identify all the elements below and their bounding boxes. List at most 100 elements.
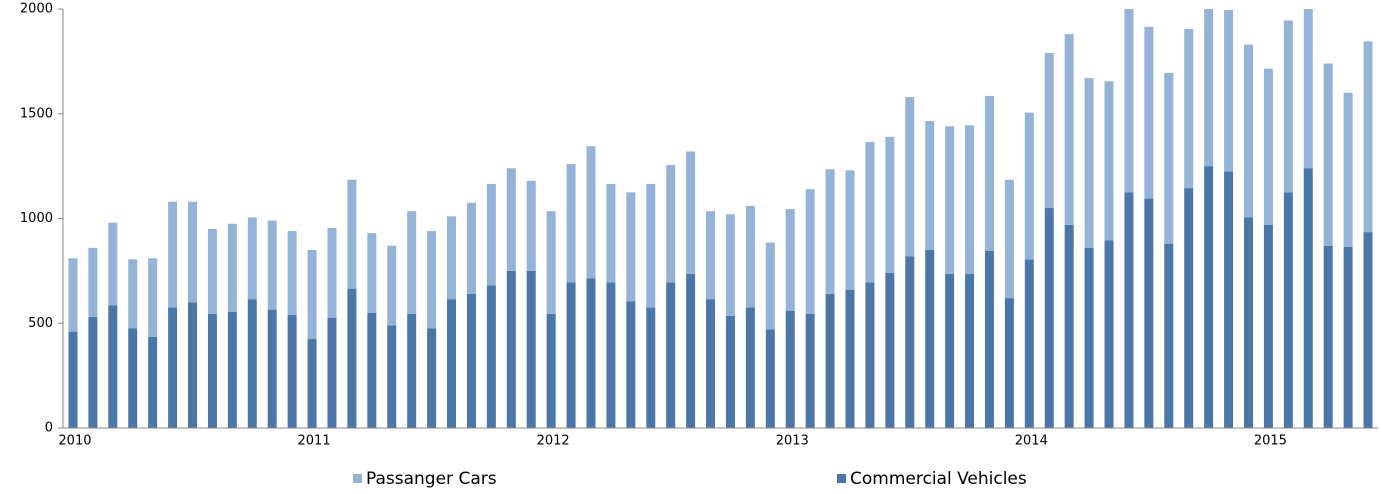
bar-segment — [825, 293, 835, 428]
legend-swatch — [353, 474, 362, 483]
y-tick-label: 0 — [45, 421, 53, 436]
bar-segment — [247, 217, 257, 300]
bar-segment — [1104, 240, 1114, 428]
bar-segment — [486, 285, 496, 428]
bar-segment — [925, 121, 935, 250]
bar-segment — [765, 329, 775, 428]
bar-segment — [725, 214, 735, 316]
bar-segment — [347, 288, 357, 428]
bar-segment — [307, 338, 317, 428]
bar-segment — [1084, 78, 1094, 248]
bar-segment — [546, 211, 556, 314]
x-tick-label: 2014 — [1015, 434, 1048, 449]
bar-segment — [1044, 208, 1054, 428]
bar-segment — [646, 307, 656, 428]
bar-segment — [546, 313, 556, 428]
bar-segment — [586, 146, 596, 279]
bar-segment — [925, 249, 935, 428]
bar-segment — [1323, 63, 1333, 246]
bar-segment — [1024, 259, 1034, 428]
bar-segment — [287, 314, 297, 428]
bar-segment — [88, 316, 98, 428]
bar-segment — [1084, 247, 1094, 428]
bar-segment — [805, 189, 815, 314]
bar-segment — [745, 307, 755, 428]
bar-segment — [108, 222, 118, 306]
bar-segment — [666, 282, 676, 428]
bar-segment — [148, 336, 158, 428]
bar-segment — [1224, 171, 1234, 429]
bar-segment — [785, 310, 795, 428]
bar-segment — [526, 180, 536, 271]
bar-segment — [108, 305, 118, 428]
bar-segment — [566, 282, 576, 428]
y-tick-label: 2000 — [20, 2, 53, 17]
bar-segment — [188, 302, 198, 428]
bar-segment — [1164, 72, 1174, 244]
x-tick-label: 2015 — [1254, 434, 1287, 449]
bar-segment — [765, 242, 775, 330]
bar-segment — [506, 270, 516, 428]
bar-segment — [1144, 198, 1154, 428]
bar-segment — [287, 231, 297, 315]
bar-segment — [327, 318, 337, 428]
bar-segment — [646, 183, 656, 308]
bar-segment — [965, 125, 975, 275]
bar-segment — [666, 165, 676, 283]
bar-segment — [885, 136, 895, 273]
bar-segment — [1064, 34, 1074, 225]
bar-segment — [168, 201, 178, 308]
bar-segment — [207, 228, 217, 314]
legend-label: Passanger Cars — [366, 469, 497, 489]
bar-segment — [88, 247, 98, 317]
bar-segment — [427, 328, 437, 428]
bar-segment — [267, 309, 277, 428]
bar-segment — [606, 282, 616, 428]
bar-segment — [128, 328, 138, 428]
bar-segment — [447, 216, 457, 300]
bar-segment — [785, 209, 795, 311]
bar-segment — [706, 211, 716, 300]
bar-segment — [566, 164, 576, 283]
bar-segment — [227, 223, 237, 312]
bar-segment — [1303, 168, 1313, 428]
x-tick-label: 2012 — [537, 434, 570, 449]
bar-segment — [805, 313, 815, 428]
bar-segment — [466, 293, 476, 428]
bar-segment — [1004, 298, 1014, 428]
bar-segment — [945, 126, 955, 275]
bar-segment — [367, 312, 377, 428]
bar-segment — [68, 331, 78, 428]
x-tick-label: 2011 — [298, 434, 331, 449]
bar-segment — [1164, 243, 1174, 428]
bar-segment — [1204, 166, 1214, 428]
bar-segment — [247, 299, 257, 428]
bar-segment — [1044, 52, 1054, 209]
bar-segment — [686, 274, 696, 428]
bar-segment — [1363, 41, 1373, 233]
x-tick-label: 2010 — [58, 434, 91, 449]
bar-segment — [207, 313, 217, 428]
bar-segment — [1323, 245, 1333, 428]
bar-segment — [68, 258, 78, 332]
bar-segment — [1184, 28, 1194, 189]
bar-segment — [486, 183, 496, 286]
bar-segment — [1124, 9, 1134, 193]
bar-segment — [1283, 192, 1293, 428]
bar-segment — [865, 142, 875, 283]
bar-segment — [825, 169, 835, 294]
bar-segment — [188, 201, 198, 303]
legend-swatch — [837, 474, 846, 483]
bar-segment — [686, 151, 696, 275]
legend-label: Commercial Vehicles — [850, 469, 1027, 489]
bar-segment — [347, 179, 357, 289]
bar-segment — [367, 233, 377, 313]
bar-segment — [845, 289, 855, 428]
bar-segment — [1064, 224, 1074, 428]
bar-segment — [865, 282, 875, 428]
bar-segment — [1124, 192, 1134, 428]
bar-segment — [1343, 92, 1353, 247]
bar-segment — [1024, 112, 1034, 260]
bar-segment — [128, 259, 138, 329]
